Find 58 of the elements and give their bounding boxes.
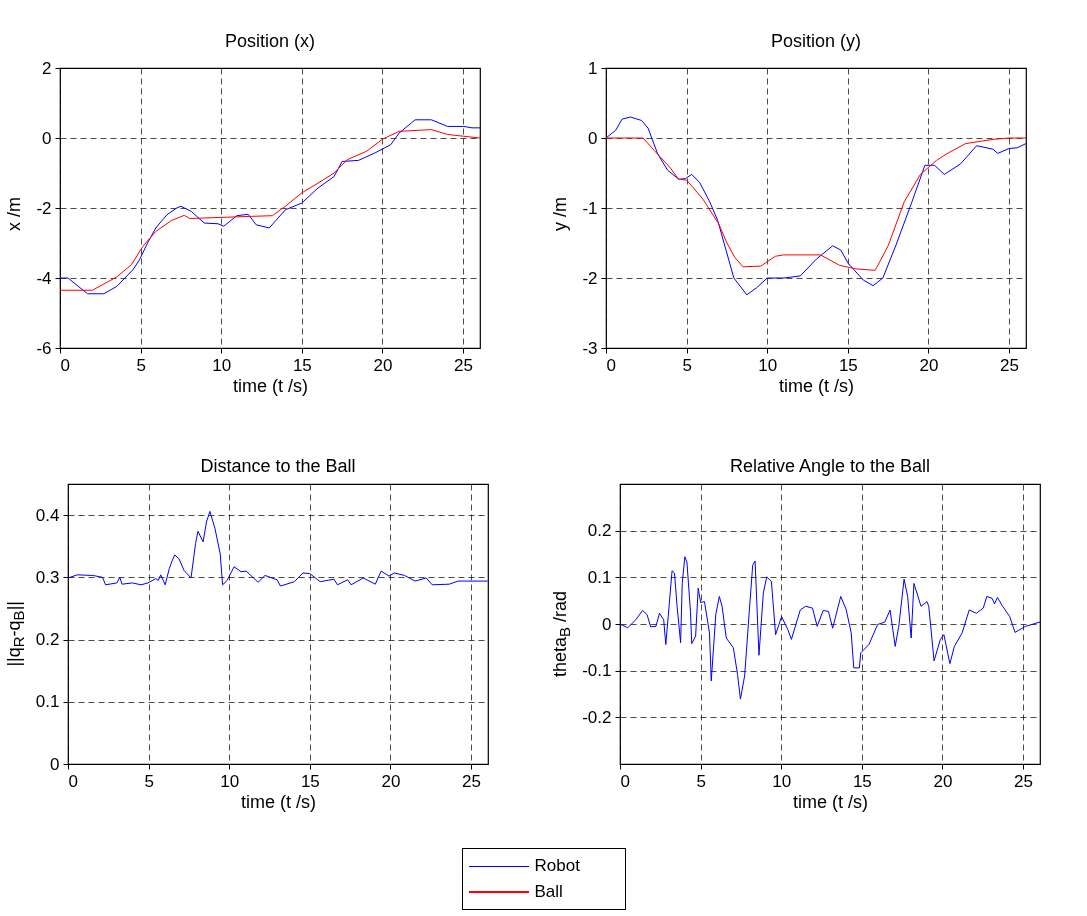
y-tick-label: 2 bbox=[42, 58, 52, 78]
y-tick-label: -0.1 bbox=[582, 660, 612, 680]
x-tick-label: 15 bbox=[852, 771, 872, 790]
chart-title: Position (x) bbox=[224, 31, 316, 51]
x-tick-label: 15 bbox=[838, 355, 858, 375]
legend-label: Robot bbox=[534, 856, 580, 876]
y-tick-label: -4 bbox=[36, 268, 52, 288]
y-axis-title: x /m bbox=[4, 197, 25, 231]
x-tick-label: 20 bbox=[933, 771, 953, 790]
y-tick-label: 0 bbox=[602, 614, 612, 633]
chart-title: Relative Angle to the Ball bbox=[729, 455, 931, 476]
y-tick-label: 1 bbox=[588, 58, 598, 78]
y-tick-label: 0.4 bbox=[35, 505, 60, 525]
y-tick-label: 0.2 bbox=[587, 520, 612, 540]
x-tick-label: 0 bbox=[68, 771, 78, 790]
x-tick-label: 20 bbox=[373, 355, 393, 375]
x-tick-label: 0 bbox=[620, 771, 630, 790]
y-tick-label: -2 bbox=[36, 198, 52, 218]
line-series bbox=[606, 137, 1026, 271]
x-axis-title: time (t /s) bbox=[233, 375, 308, 396]
y-tick-label: -0.2 bbox=[582, 707, 612, 727]
chart-title: Distance to the Ball bbox=[200, 455, 356, 476]
x-tick-label: 10 bbox=[212, 355, 232, 375]
x-tick-label: 25 bbox=[462, 771, 482, 790]
x-tick-label: 25 bbox=[454, 355, 474, 375]
x-axis-title: time (t /s) bbox=[779, 375, 854, 396]
y-tick-label: 0 bbox=[588, 128, 598, 148]
y-tick-label: 0.1 bbox=[35, 691, 60, 711]
y-tick-label: 0.2 bbox=[35, 629, 60, 649]
x-tick-label: 15 bbox=[292, 355, 312, 375]
y-axis-title: y /m bbox=[550, 197, 571, 231]
y-tick-label: -6 bbox=[36, 338, 52, 358]
x-axis-title: time (t /s) bbox=[793, 791, 868, 811]
y-tick-label: -2 bbox=[582, 268, 598, 288]
x-tick-label: 15 bbox=[300, 771, 320, 790]
y-tick-label: 0.3 bbox=[35, 567, 60, 587]
x-tick-label: 5 bbox=[144, 771, 154, 790]
x-tick-label: 5 bbox=[696, 771, 706, 790]
legend-label: Ball bbox=[534, 882, 563, 902]
chart-title: Position (y) bbox=[770, 31, 862, 51]
x-tick-label: 10 bbox=[772, 771, 792, 790]
x-tick-label: 10 bbox=[758, 355, 778, 375]
y-tick-label: -1 bbox=[582, 198, 598, 218]
x-tick-label: 5 bbox=[682, 355, 692, 375]
x-axis-title: time (t /s) bbox=[241, 791, 316, 811]
x-tick-label: 25 bbox=[1000, 355, 1020, 375]
line-series bbox=[606, 116, 1026, 296]
x-tick-label: 5 bbox=[136, 355, 146, 375]
y-tick-label: 0 bbox=[50, 754, 60, 773]
line-series bbox=[68, 510, 488, 587]
x-tick-label: 20 bbox=[919, 355, 939, 375]
y-tick-label: 0 bbox=[42, 128, 52, 148]
x-tick-label: 20 bbox=[381, 771, 401, 790]
y-tick-label: 0.1 bbox=[587, 567, 612, 587]
line-series bbox=[620, 555, 1040, 700]
y-tick-label: -3 bbox=[582, 338, 598, 358]
x-tick-label: 25 bbox=[1014, 771, 1034, 790]
x-tick-label: 10 bbox=[220, 771, 240, 790]
